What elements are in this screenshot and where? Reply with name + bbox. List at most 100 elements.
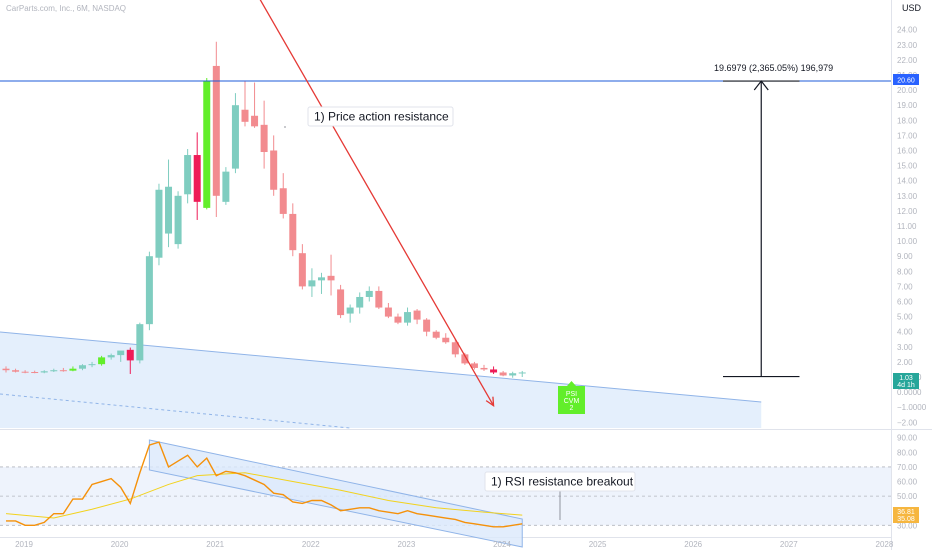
candle-body [404,312,412,323]
rsi-line [6,441,523,528]
time-axis-tick: 2028 [876,540,894,549]
price-axis-tick: 12.00 [897,207,918,216]
candle-body [40,371,48,373]
price-axis-tick: 6.00 [897,298,913,307]
price-axis-tick: 4.00 [897,328,913,337]
rsi-axis-tick: 30.00 [897,521,918,530]
candle-body [251,115,259,127]
candle-body [2,368,10,371]
price-axis-tick: 23.00 [897,41,918,50]
candle-body [365,290,373,297]
candle-body [394,316,402,323]
price-overlays [0,0,891,407]
candle-body [384,307,392,317]
candle-body [98,357,106,365]
candle-body [499,372,507,376]
rsi-axis-tick: 70.00 [897,463,918,472]
price-action-callout[interactable]: 1) Price action resistance [307,106,454,127]
time-axis-tick: 2025 [589,540,607,549]
rsi-value-badge[interactable]: 36.81 35.08 [893,507,919,523]
price-axis-tick: 2.00 [897,358,913,367]
rsi-axis-tick: 80.00 [897,448,918,457]
rsi-ma-line [5,472,523,519]
candle-body [270,150,278,190]
signal-badge-pointer [567,381,576,386]
price-axis-tick: 20.00 [897,86,918,95]
price-axis-tick: 18.00 [897,116,918,125]
last-price-badge[interactable]: 1.03 4d 1h [893,373,919,389]
price-axis-tick: 11.00 [897,222,917,231]
signal-badge[interactable]: PSI CVM 2 [558,386,585,414]
candle-body [184,155,192,195]
currency-label[interactable]: USD [902,3,922,13]
candle-body [461,354,469,364]
candle-body [442,337,450,343]
candle-body [50,370,58,372]
candle-body [317,277,325,281]
channel-fill [0,332,762,428]
price-range-measure-label: 19.6979 (2,365.05%) 196,979 [714,63,833,73]
time-axis-tick: 2020 [111,540,129,549]
candle-body [518,372,526,374]
time-axis-tick: 2026 [684,540,702,549]
time-axis-tick: 2027 [780,540,798,549]
candle-body [413,310,421,320]
time-axis-tick: 2021 [206,540,224,549]
candle-body [117,350,125,356]
rsi-ma-value-badge-text: 35.08 [897,516,915,523]
channel-upper-line [0,331,762,403]
candle-body [59,370,67,372]
candle-body [260,124,268,153]
signal-badge-line-2: CVM [564,398,580,405]
last-price-badge-countdown: 4d 1h [897,382,915,389]
level-price-badge-box [893,74,919,85]
rsi-panel [0,439,891,548]
candle-body [174,195,182,245]
candle-body [423,319,431,332]
price-axis-tick: 19.00 [897,101,918,110]
last-price-badge-box [893,373,919,389]
price-axis-tick: 3.00 [897,343,913,352]
price-axis-tick: 14.00 [897,177,918,186]
level-price-badge[interactable]: 20.60 [893,74,919,85]
trendline-arrowhead [485,396,495,407]
candle-body [12,370,20,372]
candle-body [241,109,249,122]
price-axis-tick: 13.00 [897,192,918,201]
signal-badge-line-1: PSI [566,391,577,398]
candle-body [136,324,144,361]
measure-arrowhead [753,80,769,91]
time-axis-tick: 2019 [15,540,33,549]
candle-body [21,371,29,373]
rsi-callout-text: 1) RSI resistance breakout [491,475,634,489]
channel-lower-dashed [0,393,351,429]
last-price-badge-value: 1.03 [899,375,913,382]
candle-body [193,155,201,202]
price-axis-tick: 24.00 [897,26,918,35]
candle-body [203,81,211,208]
candle-body [145,256,153,325]
candle-body [31,372,39,374]
candle-body [470,363,478,368]
price-descending-channel [0,331,762,429]
rsi-channel [148,439,523,548]
rsi-value-badge-box [893,507,919,523]
price-axis-tick: −1.0000 [897,403,927,412]
candle-body [231,105,239,169]
candle-body [432,331,440,338]
candle-body [78,365,86,369]
candle-body [69,368,77,371]
candle-body [165,186,173,234]
rsi-axis-tick: 60.00 [897,478,918,487]
price-resistance-trendline [259,0,495,407]
candle-body [222,171,230,202]
candle-body [279,188,287,214]
rsi-callout[interactable]: 1) RSI resistance breakout [484,471,636,492]
candle-body [451,342,459,355]
candle-body [308,280,316,287]
time-axis-tick: 2023 [398,540,416,549]
candle-body [212,65,220,196]
candle-body [346,307,354,314]
